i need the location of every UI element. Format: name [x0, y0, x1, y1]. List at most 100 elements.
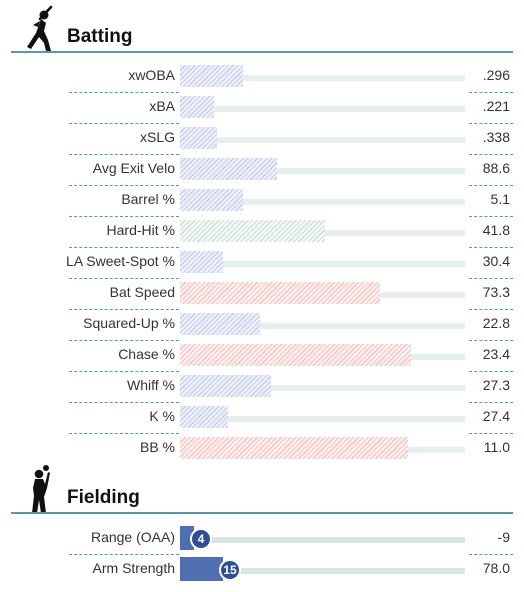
- batting-row: Chase % 23.4: [0, 341, 524, 372]
- batting-row: Bat Speed 73.3: [0, 279, 524, 310]
- row-divider: [469, 554, 513, 555]
- metric-value: 78.0: [482, 560, 510, 576]
- metric-value: 41.8: [482, 222, 510, 238]
- metric-value: 73.3: [482, 284, 510, 300]
- metric-value: .221: [482, 98, 510, 114]
- row-divider: [469, 185, 513, 186]
- row-divider: [469, 278, 513, 279]
- row-divider: [469, 92, 513, 93]
- percentile-track: [180, 568, 465, 574]
- metric-value: .338: [482, 129, 510, 145]
- batting-title: Batting: [67, 26, 133, 47]
- fielding-title: Fielding: [67, 487, 140, 508]
- metric-label: LA Sweet-Spot %: [66, 253, 175, 269]
- row-divider: [69, 278, 179, 279]
- metric-label: xwOBA: [128, 67, 175, 83]
- row-divider: [469, 309, 513, 310]
- percentile-bar: [180, 65, 243, 87]
- percentile-bar: [180, 313, 260, 335]
- metric-label: xBA: [149, 98, 175, 114]
- batting-row: K % 27.4: [0, 403, 524, 434]
- batting-row: Squared-Up % 22.8: [0, 310, 524, 341]
- batting-row: Hard-Hit % 41.8: [0, 217, 524, 248]
- row-divider: [469, 402, 513, 403]
- row-divider: [69, 92, 179, 93]
- row-divider: [69, 309, 179, 310]
- batting-row: xBA .221: [0, 93, 524, 124]
- metric-value: 23.4: [482, 346, 510, 362]
- batting-row: xSLG .338: [0, 124, 524, 155]
- percentile-track: [180, 199, 465, 205]
- percentile-bar: [180, 282, 380, 304]
- metric-value: 88.6: [482, 160, 510, 176]
- row-divider: [469, 123, 513, 124]
- metric-value: 11.0: [483, 439, 510, 455]
- row-divider: [69, 123, 179, 124]
- batting-row: xwOBA .296: [0, 62, 524, 93]
- percentile-bar: [180, 251, 223, 273]
- row-divider: [69, 371, 179, 372]
- row-divider: [469, 216, 513, 217]
- percentile-bar: [180, 406, 228, 428]
- metric-value: .296: [482, 67, 510, 83]
- metric-label: Chase %: [118, 346, 175, 362]
- fielding-header: Fielding: [0, 462, 524, 518]
- metric-label: Avg Exit Velo: [92, 160, 175, 176]
- batter-icon: [27, 5, 53, 51]
- batting-row: Barrel % 5.1: [0, 186, 524, 217]
- metric-label: Barrel %: [121, 191, 175, 207]
- percentile-bar: [180, 375, 271, 397]
- fielding-row: Range (OAA) 4 -9: [0, 524, 524, 555]
- metric-label: Whiff %: [127, 377, 175, 393]
- percentile-track: [180, 261, 465, 267]
- percentile-bar: [180, 557, 223, 581]
- metric-label: Arm Strength: [92, 560, 175, 576]
- row-divider: [69, 185, 179, 186]
- row-divider: [469, 340, 513, 341]
- percentile-track: [180, 168, 465, 174]
- percentile-bar: [180, 158, 277, 180]
- metric-value: 22.8: [482, 315, 510, 331]
- metric-label: BB %: [139, 439, 175, 455]
- percentile-track: [180, 385, 465, 391]
- row-divider: [469, 371, 513, 372]
- batting-row: LA Sweet-Spot % 30.4: [0, 248, 524, 279]
- row-divider: [469, 247, 513, 248]
- fielding-row: Arm Strength 15 78.0: [0, 555, 524, 586]
- row-divider: [69, 433, 179, 434]
- percentile-bar: [180, 437, 408, 459]
- batting-row: Whiff % 27.3: [0, 372, 524, 403]
- metric-value: 27.3: [482, 377, 510, 393]
- row-divider: [69, 554, 179, 555]
- row-divider: [469, 433, 513, 434]
- batting-row: Avg Exit Velo 88.6: [0, 155, 524, 186]
- percentile-bar: [180, 96, 214, 118]
- batting-header: Batting: [0, 0, 524, 56]
- percentile-circle: 15: [219, 559, 241, 581]
- row-divider: [69, 247, 179, 248]
- percentile-track: [180, 137, 465, 143]
- percentile-bar: [180, 220, 325, 242]
- metric-label: Hard-Hit %: [106, 222, 175, 238]
- batting-row: BB % 11.0: [0, 434, 524, 465]
- row-divider: [69, 340, 179, 341]
- row-divider: [469, 154, 513, 155]
- percentile-track: [180, 75, 465, 81]
- metric-label: Squared-Up %: [83, 315, 175, 331]
- percentile-track: [180, 416, 465, 422]
- metric-label: Bat Speed: [109, 284, 175, 300]
- metric-value: 5.1: [490, 191, 510, 207]
- percentile-bar: [180, 344, 411, 366]
- percentile-circle: 4: [190, 528, 212, 550]
- fielding-divider: [11, 512, 513, 514]
- metric-label: xSLG: [139, 129, 175, 145]
- metric-label: K %: [149, 408, 175, 424]
- percentile-bar: [180, 127, 217, 149]
- metric-value: 27.4: [482, 408, 510, 424]
- percentile-track: [180, 106, 465, 112]
- metric-label: Range (OAA): [90, 529, 175, 545]
- fielder-icon: [32, 465, 50, 513]
- percentile-track: [180, 537, 465, 543]
- percentile-track: [180, 323, 465, 329]
- metric-value: -9: [497, 529, 510, 545]
